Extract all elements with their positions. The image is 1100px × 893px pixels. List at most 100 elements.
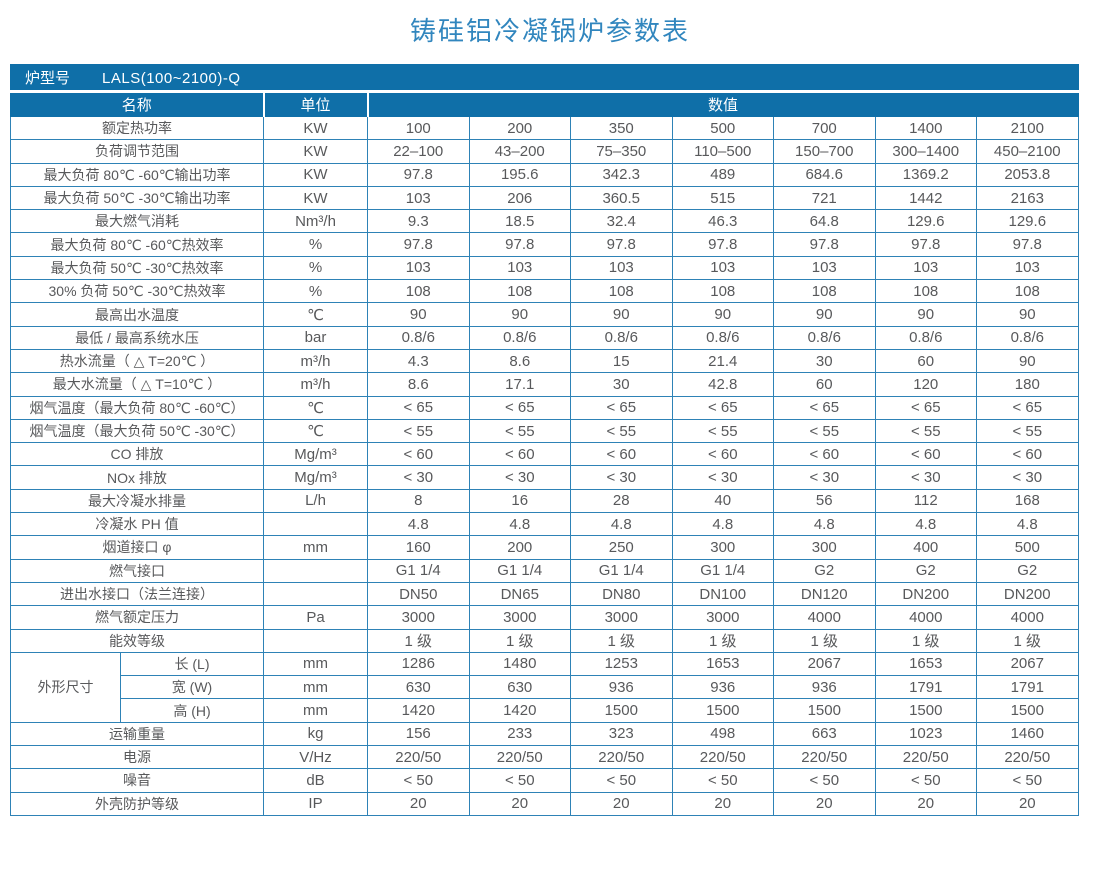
row-label: 最大冷凝水排量 [10, 488, 264, 514]
table-row: 最大燃气消耗 Nm³/h 9.3 18.5 32.4 46.3 64.8 129.6 129.6 [10, 209, 1079, 234]
table-row: 最低 / 最高系统水压 bar 0.8/6 0.8/6 0.8/6 0.8/6 0.8/6 0… [10, 325, 1079, 350]
value-cell: 108 [367, 279, 470, 304]
row-label: 运输重量 [10, 721, 264, 747]
model-cell: 炉型号 LALS(100~2100)-Q [10, 64, 1079, 93]
value-cell: 20 [671, 791, 774, 816]
value-cell: 936 [671, 675, 774, 700]
row-label: 燃气接口 [10, 558, 264, 583]
value-cell: 1653 [874, 651, 977, 677]
value-cell: 684.6 [773, 162, 876, 187]
value-cell: 108 [976, 279, 1079, 304]
value-cell: 1 级 [468, 628, 571, 653]
unit-cell: KW [263, 185, 368, 211]
value-cell: < 50 [671, 768, 774, 793]
value-cell: 90 [367, 302, 470, 327]
value-cell: 1253 [570, 651, 673, 677]
dimension-group-label: 外形尺寸 [10, 651, 121, 723]
unit-cell: kg [263, 721, 368, 747]
value-cell: 700 [773, 115, 876, 141]
value-cell: 8.6 [367, 372, 470, 397]
value-cell: 103 [976, 255, 1079, 281]
value-cell: 220/50 [773, 745, 876, 770]
value-cell: 97.8 [773, 232, 876, 257]
value-cell: 20 [468, 791, 571, 816]
row-label: CO 排放 [10, 442, 264, 467]
value-cell: 1 级 [874, 628, 977, 653]
unit-cell: dB [263, 768, 368, 793]
value-cell: 4.3 [367, 348, 470, 374]
value-cell: < 30 [976, 465, 1079, 490]
row-label: 负荷调节范围 [10, 139, 264, 164]
value-cell: 103 [570, 255, 673, 281]
value-cell: 97.8 [570, 232, 673, 257]
table-row: 冷凝水 PH 值 4.8 4.8 4.8 4.8 4.8 4.8 4.8 [10, 512, 1079, 537]
value-cell: < 50 [468, 768, 571, 793]
table-row: 最大负荷 80℃ -60℃输出功率 KW 97.8 195.6 342.3 489 684.… [10, 162, 1079, 187]
unit-cell: ℃ [263, 395, 368, 420]
row-label: 最高出水温度 [10, 302, 264, 327]
value-cell: < 60 [671, 442, 774, 467]
table-header: 炉型号 LALS(100~2100)-Q 名称 单位 数值 [10, 64, 1079, 117]
row-label: 宽 (W) [120, 675, 264, 700]
table-row: 负荷调节范围 KW 22–100 43–200 75–350 110–500 150–700… [10, 139, 1079, 164]
value-cell: < 60 [367, 442, 470, 467]
value-cell: < 55 [468, 418, 571, 444]
table-row: 燃气额定压力 Pa 3000 3000 3000 3000 4000 4000 4000 [10, 605, 1079, 630]
row-label: 最大负荷 50℃ -30℃热效率 [10, 255, 264, 281]
value-cell: 500 [671, 115, 774, 141]
value-cell: < 30 [468, 465, 571, 490]
value-cell: 300 [773, 535, 876, 560]
value-cell: < 55 [874, 418, 977, 444]
value-cell: DN65 [468, 581, 571, 607]
value-cell: 20 [367, 791, 470, 816]
row-label: 噪音 [10, 768, 264, 793]
row-label: 外壳防护等级 [10, 791, 264, 816]
model-row: 炉型号 LALS(100~2100)-Q [10, 64, 1079, 93]
value-cell: 20 [570, 791, 673, 816]
value-cell: 160 [367, 535, 470, 560]
row-label: 烟气温度（最大负荷 50℃ -30℃） [10, 418, 264, 444]
value-cell: 90 [773, 302, 876, 327]
value-cell: 400 [874, 535, 977, 560]
value-cell: < 65 [976, 395, 1079, 420]
value-cell: < 50 [570, 768, 673, 793]
value-cell: 90 [570, 302, 673, 327]
value-cell: 1500 [773, 698, 876, 723]
value-cell: 0.8/6 [976, 325, 1079, 350]
row-label: 最大燃气消耗 [10, 209, 264, 234]
value-cell: 103 [773, 255, 876, 281]
unit-cell [263, 581, 368, 607]
value-cell: 129.6 [874, 209, 977, 234]
row-label: 30% 负荷 50℃ -30℃热效率 [10, 279, 264, 304]
unit-cell: ℃ [263, 302, 368, 327]
table-row: 外壳防护等级 IP 20 20 20 20 20 20 20 [10, 791, 1079, 816]
value-cell: 129.6 [976, 209, 1079, 234]
value-cell: < 30 [671, 465, 774, 490]
row-label: 最大水流量（ △ T=10℃ ） [10, 372, 264, 397]
value-cell: 1 级 [976, 628, 1079, 653]
value-cell: 323 [570, 721, 673, 747]
value-cell: < 55 [570, 418, 673, 444]
value-cell: 0.8/6 [773, 325, 876, 350]
value-cell: 56 [773, 488, 876, 514]
value-cell: G1 1/4 [570, 558, 673, 583]
row-label: 烟气温度（最大负荷 80℃ -60℃） [10, 395, 264, 420]
unit-cell: m³/h [263, 348, 368, 374]
value-cell: 103 [367, 185, 470, 211]
row-label: 烟道接口 φ [10, 535, 264, 560]
value-cell: 90 [468, 302, 571, 327]
table-row: 最大冷凝水排量 L/h 8 16 28 40 56 112 168 [10, 488, 1079, 514]
table-row: 最大水流量（ △ T=10℃ ） m³/h 8.6 17.1 30 42.8 60 120 18… [10, 372, 1079, 397]
value-cell: 500 [976, 535, 1079, 560]
value-cell: < 50 [874, 768, 977, 793]
column-header-unit: 单位 [262, 91, 368, 117]
table-row: 运输重量 kg 156 233 323 498 663 1023 1460 [10, 721, 1079, 747]
unit-cell: mm [263, 675, 368, 700]
row-label: 最大负荷 50℃ -30℃输出功率 [10, 185, 264, 211]
value-cell: 22–100 [367, 139, 470, 164]
column-header-value: 数值 [366, 91, 1079, 117]
value-cell: 46.3 [671, 209, 774, 234]
value-cell: 16 [468, 488, 571, 514]
table-row: 30% 负荷 50℃ -30℃热效率% 108 108 108 108 108 108 108 [10, 279, 1079, 304]
value-cell: DN50 [367, 581, 470, 607]
